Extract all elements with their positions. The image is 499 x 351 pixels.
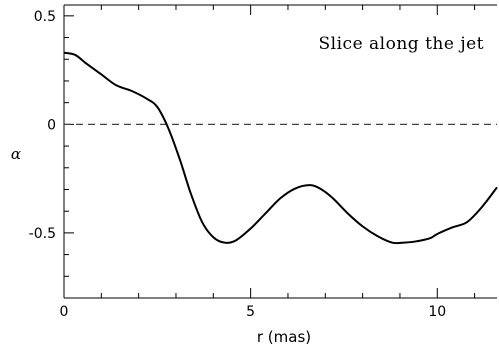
axis-ticks	[63, 5, 476, 299]
y-axis-label: α	[11, 145, 21, 163]
y-tick-label: -0.5	[29, 226, 56, 242]
x-axis-label: r (mas)	[257, 328, 311, 346]
plot-frame	[63, 4, 497, 299]
series-line	[63, 51, 498, 245]
y-tick-label: 0	[47, 117, 56, 133]
x-tick-label: 10	[428, 304, 446, 320]
tick-labels: 0 5 10 0.5 0 -0.5	[29, 9, 447, 320]
x-tick-label: 0	[60, 304, 69, 320]
chart-annotation: Slice along the jet	[319, 34, 484, 54]
y-tick-label: 0.5	[34, 9, 56, 25]
series-group	[63, 51, 498, 245]
x-tick-label: 5	[246, 304, 255, 320]
